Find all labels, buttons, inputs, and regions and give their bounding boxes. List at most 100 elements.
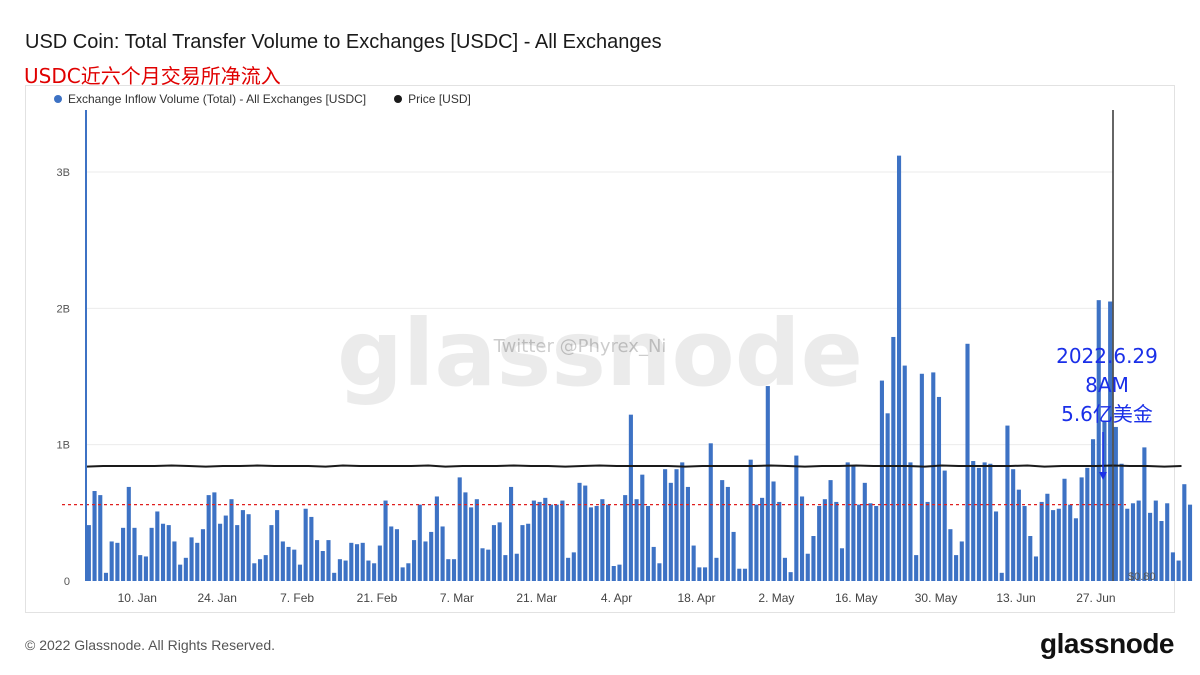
bar [292,549,297,581]
footer-copyright: © 2022 Glassnode. All Rights Reserved. [25,637,276,653]
bar [1028,536,1033,581]
bar [817,506,822,581]
annotation-date: 2022.6.29 [1056,344,1158,368]
bar [1039,501,1044,581]
bar [457,477,462,581]
bar [1187,504,1193,581]
bar [845,462,850,581]
bar [834,501,839,581]
bar [1011,469,1016,581]
bar [1148,512,1153,581]
bar [737,568,742,581]
bar [434,496,439,581]
bar [469,507,474,581]
bar [1022,506,1027,581]
bar [948,529,953,581]
bar [1108,301,1113,581]
bar [372,563,377,581]
bar [149,527,154,581]
chart-legend[interactable]: Exchange Inflow Volume (Total) - All Exc… [54,92,471,106]
bar [486,549,491,581]
bar [109,541,114,581]
bar [200,529,206,581]
bar [891,336,896,581]
chart-title: USD Coin: Total Transfer Volume to Excha… [25,31,662,53]
bar [1062,478,1067,581]
bar [212,492,217,581]
bar [143,556,148,581]
bar [725,486,730,581]
bar [394,529,400,581]
legend-item-inflow[interactable]: Exchange Inflow Volume (Total) - All Exc… [54,92,366,106]
legend-dot-inflow [54,95,62,103]
bar [1165,503,1170,581]
footer-logo[interactable]: glassnode [1040,628,1174,659]
x-tick-label: 30. May [915,591,958,605]
bar [760,497,765,581]
bar [1176,560,1181,581]
bar [742,568,748,581]
bar [902,365,907,581]
bar [954,555,959,581]
bar [160,523,166,581]
x-tick-label: 24. Jan [198,591,237,605]
bar [463,492,468,581]
bar [531,500,536,581]
bar [303,508,308,581]
legend-item-price[interactable]: Price [USD] [394,92,471,106]
bar [1090,439,1096,581]
bar [857,504,862,581]
bar [685,486,690,581]
bar [583,485,588,581]
bar [674,469,679,581]
bar [640,474,645,581]
bar [121,527,126,581]
bar [543,497,548,581]
watermark-handle: Twitter @Phyrex_Ni [493,336,667,357]
bar [828,480,833,581]
bar [851,465,856,581]
bar [782,557,787,581]
bar [1142,447,1147,581]
legend-label-inflow: Exchange Inflow Volume (Total) - All Exc… [68,92,367,106]
bar [377,545,382,581]
bar [566,557,571,581]
bar [571,552,576,581]
bar [799,496,805,581]
bar [1130,503,1136,581]
bar [965,343,970,581]
bar [315,540,320,581]
bar [389,526,394,581]
bar [366,560,371,581]
bar [229,499,234,581]
bar [491,525,496,581]
x-tick-label: 18. Apr [677,591,715,605]
bar [657,563,662,581]
x-tick-label: 10. Jan [118,591,157,605]
bar [235,525,240,581]
watermark-logo: glassnode [337,300,863,407]
legend-dot-price [394,95,403,103]
bar [862,482,867,581]
bar [645,506,651,581]
bar [874,506,879,581]
bar [925,501,930,581]
x-tick-label: 2. May [758,591,794,605]
bar [1051,510,1056,581]
bar [982,462,987,581]
bar [218,523,223,581]
bar [440,526,445,581]
x-tick-label: 27. Jun [1076,591,1115,605]
price-line [85,464,1182,468]
x-tick-label: 13. Jun [996,591,1035,605]
bar [309,516,314,581]
bar [354,544,360,581]
bar [868,503,873,581]
bar [126,486,131,581]
x-tick-label: 7. Mar [440,591,474,605]
bar [240,510,245,581]
bar [748,459,753,581]
bar [497,522,502,581]
chart-frame [25,85,1175,613]
